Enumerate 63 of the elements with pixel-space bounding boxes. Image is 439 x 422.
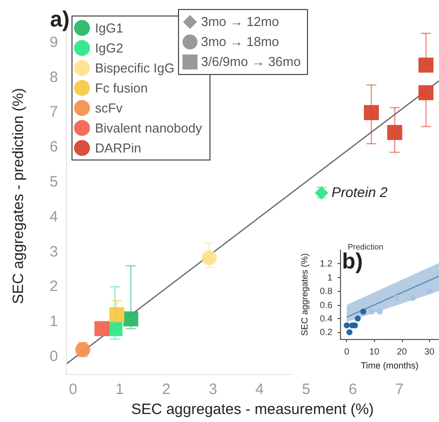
- y-tick-label: 5: [50, 174, 58, 191]
- y-tick-label: 0.8: [320, 286, 332, 296]
- point: [418, 58, 434, 73]
- x-tick-label: 20: [396, 346, 407, 357]
- point: [410, 294, 416, 301]
- y-tick-label: 0.6: [320, 300, 332, 310]
- point: [426, 288, 432, 294]
- x-tick-label: 10: [369, 346, 380, 357]
- point: [202, 250, 217, 266]
- legend-label: IgG2: [95, 40, 124, 56]
- legend-label: IgG1: [95, 20, 124, 36]
- x-tick-label: 7: [395, 381, 404, 398]
- legend-label: scFv: [95, 100, 123, 116]
- y-tick-label: 1: [50, 313, 58, 330]
- x-tick-label: 4: [255, 381, 264, 398]
- x-axis-title: Time (months): [360, 360, 419, 370]
- point: [364, 105, 379, 120]
- x-tick-label: 3: [208, 381, 218, 398]
- x-tick-label: 30: [424, 346, 434, 357]
- point: [368, 308, 375, 315]
- chart-title: Prediction: [348, 242, 384, 252]
- y-tick-label: 2: [50, 278, 58, 296]
- y-tick-label: 0.4: [320, 314, 332, 324]
- y-tick-label: 1.2: [320, 258, 332, 269]
- point: [387, 124, 402, 140]
- annotation: a): [50, 6, 70, 32]
- annotation: b): [342, 248, 363, 274]
- point: [393, 294, 400, 301]
- point: [418, 85, 434, 100]
- point: [354, 316, 361, 322]
- point: [352, 322, 358, 328]
- annotation: 3mo → 12mo: [201, 13, 280, 31]
- legend-label: DARPin: [95, 140, 142, 156]
- point: [109, 307, 124, 322]
- x-tick-label: 1: [115, 381, 124, 398]
- x-axis-title: SEC aggregates - measurement (%): [131, 401, 374, 418]
- point: [94, 321, 110, 336]
- annotation: Protein 2: [332, 184, 388, 200]
- point: [123, 311, 138, 326]
- y-tick-label: 1: [327, 272, 332, 282]
- y-axis-title: SEC aggregates (%): [300, 253, 310, 336]
- point: [346, 329, 352, 336]
- y-tick-label: 3: [50, 243, 58, 260]
- x-tick-label: 0: [68, 381, 78, 398]
- y-tick-label: 0.2: [320, 327, 332, 338]
- annotation: 3mo → 18mo: [201, 33, 280, 51]
- legend-label: Bispecific IgG: [95, 60, 174, 76]
- point: [344, 322, 350, 328]
- y-tick-label: 4: [50, 208, 58, 226]
- point: [360, 308, 366, 315]
- x-tick-label: 5: [302, 381, 310, 398]
- y-tick-label: 9: [50, 34, 58, 51]
- x-tick-label: 0: [344, 346, 350, 357]
- legend-label: Bivalent nanobody: [95, 120, 202, 136]
- y-tick-label: 7: [50, 104, 58, 121]
- point: [376, 308, 383, 315]
- annotation: 3/6/9mo → 36mo: [201, 53, 301, 71]
- legend-label: Fc fusion: [95, 80, 148, 96]
- x-tick-label: 2: [162, 381, 170, 398]
- x-tick-label: 6: [348, 381, 357, 398]
- y-tick-label: 8: [50, 68, 58, 86]
- y-tick-label: 6: [50, 138, 58, 156]
- y-axis-title: SEC aggregates - prediction (%): [10, 88, 27, 304]
